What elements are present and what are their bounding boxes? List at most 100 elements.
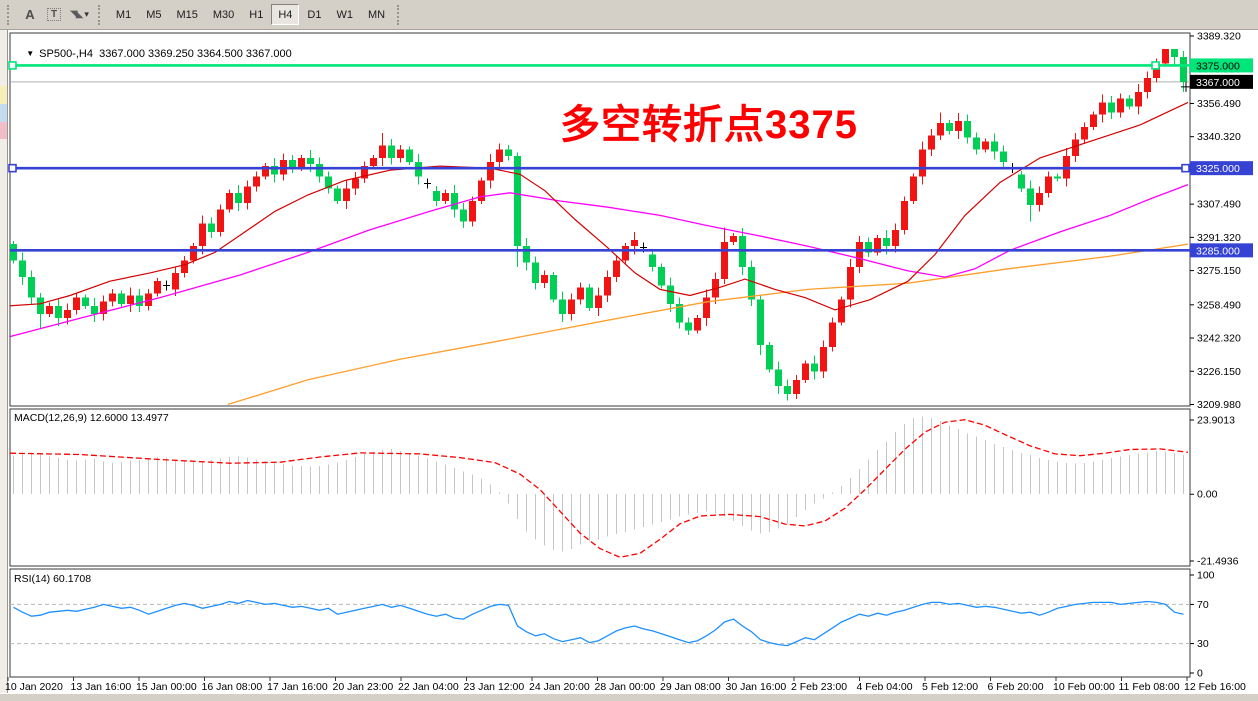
timeframe-button-mn[interactable]: MN — [361, 4, 392, 25]
candle — [1099, 94, 1106, 123]
candle — [37, 292, 44, 329]
candle — [541, 270, 548, 288]
candle — [1135, 84, 1142, 115]
timeframe-button-w1[interactable]: W1 — [329, 4, 360, 25]
candle — [487, 153, 494, 189]
rsi-axis-label: 100 — [1197, 570, 1215, 582]
candle — [775, 361, 782, 394]
horizontal-line-3375[interactable] — [8, 61, 1190, 70]
y-axis-label: 3291.320 — [1197, 232, 1241, 244]
candle — [919, 141, 926, 185]
candle — [514, 152, 521, 267]
macd-signal-line — [9, 419, 1189, 558]
x-axis-label: 24 Jan 20:00 — [529, 681, 590, 693]
candle — [190, 243, 197, 264]
macd-panel-canvas[interactable] — [9, 408, 1191, 567]
horizontal-line-3325[interactable] — [8, 163, 1190, 173]
rsi-panel-canvas[interactable] — [9, 568, 1191, 678]
main-chart-canvas[interactable] — [9, 32, 1191, 407]
candle — [595, 287, 602, 316]
strip-band-blue — [0, 104, 7, 122]
line-handle[interactable] — [8, 163, 17, 173]
ma-slow-line — [227, 243, 1189, 406]
candle — [1036, 186, 1043, 212]
font-tool-button[interactable]: A — [18, 4, 42, 26]
y-axis-label: 3226.150 — [1197, 366, 1241, 378]
candle — [559, 291, 566, 323]
y-axis-label: 3258.490 — [1197, 299, 1241, 311]
candle — [955, 112, 962, 140]
candle — [676, 297, 683, 329]
timeframe-button-m1[interactable]: M1 — [109, 4, 138, 25]
candle — [649, 249, 656, 272]
candle — [73, 292, 80, 315]
candle — [1171, 48, 1178, 66]
timeframe-toolbar: M1 M5 M15 M30 H1 H4 D1 W1 MN — [109, 4, 392, 25]
candle — [568, 293, 575, 321]
y-axis-label: 3340.320 — [1197, 131, 1241, 143]
rsi-line — [13, 599, 1184, 647]
candle — [1027, 180, 1034, 222]
candle — [136, 289, 143, 313]
y-axis-label: 3275.150 — [1197, 265, 1241, 277]
x-axis-label: 15 Jan 00:00 — [136, 681, 197, 693]
background-window-strip — [0, 30, 8, 693]
candle — [118, 290, 125, 307]
svg-text:3285.000: 3285.000 — [1196, 245, 1240, 257]
candle — [406, 146, 413, 166]
candle — [757, 294, 764, 356]
strip-band-pink — [0, 122, 7, 139]
timeframe-button-m15[interactable]: M15 — [169, 4, 204, 25]
candle — [370, 154, 377, 170]
timeframe-button-m5[interactable]: M5 — [139, 4, 168, 25]
text-box-tool-button[interactable]: T — [42, 4, 66, 26]
candle — [622, 243, 629, 264]
candle — [1072, 133, 1079, 163]
x-axis-label: 16 Jan 08:00 — [202, 681, 263, 693]
chart-annotation-text: 多空转折点3375 — [560, 103, 858, 147]
candle — [289, 155, 296, 173]
candle — [901, 196, 908, 235]
candle — [451, 184, 458, 218]
candle — [685, 317, 692, 336]
candle — [1090, 111, 1097, 131]
candle — [505, 144, 512, 161]
candle — [388, 139, 395, 165]
candle — [352, 172, 359, 196]
candle — [829, 317, 836, 352]
line-handle[interactable] — [8, 61, 17, 70]
x-axis-label: 29 Jan 08:00 — [660, 681, 721, 693]
macd-axis-label: -21.4936 — [1197, 556, 1239, 568]
candle — [253, 171, 260, 192]
x-axis-label: 23 Jan 12:00 — [464, 681, 525, 693]
timeframe-button-d1[interactable]: D1 — [300, 4, 328, 25]
svg-text:3375.000: 3375.000 — [1196, 60, 1240, 72]
line-handle[interactable] — [1181, 163, 1190, 173]
symbol-ohlc-text: SP500-,H4 3367.000 3369.250 3364.500 336… — [39, 48, 292, 60]
candle — [442, 189, 449, 205]
candle — [145, 288, 152, 311]
arrows-tool-button[interactable]: ◥◣ ▾ — [66, 4, 93, 26]
x-axis-label: 30 Jan 16:00 — [726, 681, 787, 693]
timeframe-button-h1[interactable]: H1 — [242, 4, 270, 25]
cursor-arrows-icon: ◥◣ — [70, 9, 83, 20]
timeframe-button-h4[interactable]: H4 — [271, 4, 300, 25]
y-axis-label: 3209.980 — [1197, 399, 1241, 411]
svg-text:3325.000: 3325.000 — [1196, 163, 1240, 175]
candle — [55, 297, 62, 327]
candle — [217, 204, 224, 237]
candle — [820, 340, 827, 378]
candle — [397, 144, 404, 163]
rsi-indicator-label: RSI(14) 60.1708 — [14, 573, 92, 585]
candle — [496, 143, 503, 169]
symbol-dropdown-icon[interactable]: ▼ — [26, 49, 35, 58]
candle — [973, 132, 980, 155]
svg-text:3367.000: 3367.000 — [1196, 77, 1240, 89]
line-handle[interactable] — [1151, 61, 1160, 70]
strip-band-yellow — [0, 86, 7, 104]
x-axis-label: 2 Feb 23:00 — [791, 681, 847, 693]
timeframe-button-m30[interactable]: M30 — [206, 4, 241, 25]
candle — [892, 223, 899, 253]
candle — [586, 284, 593, 311]
